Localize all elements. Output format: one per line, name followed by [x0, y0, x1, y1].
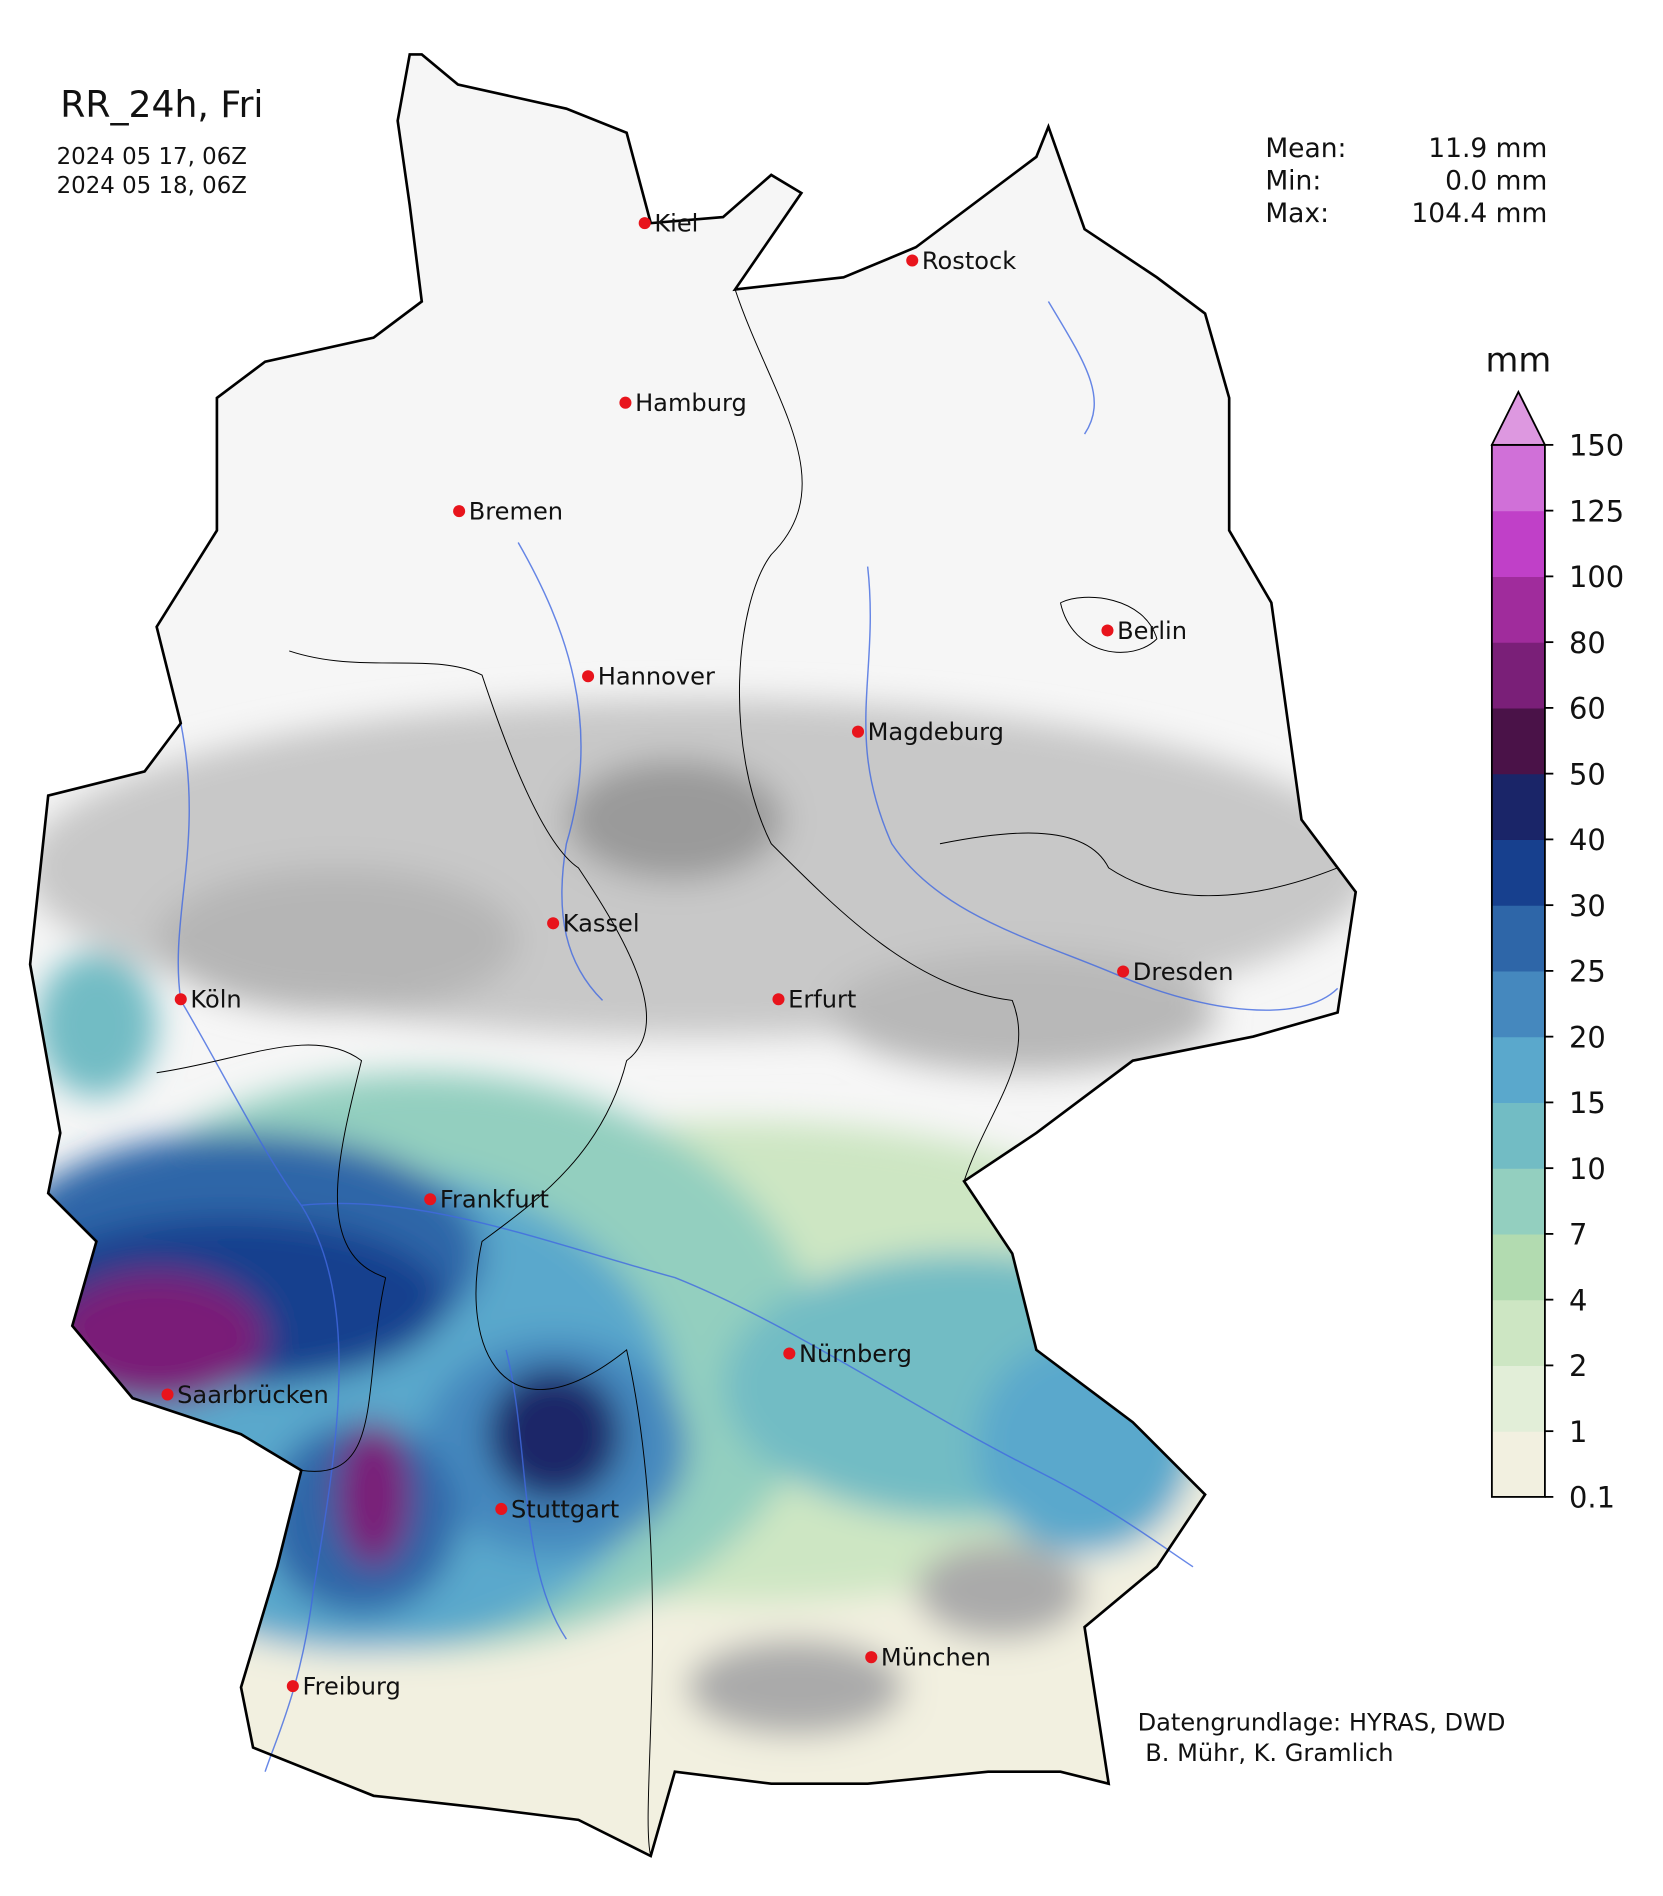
city-dot: [851, 725, 865, 738]
colorbar-segment: [1491, 707, 1545, 775]
city-dot: [865, 1651, 878, 1664]
colorbar-tick-label: 10: [1569, 1152, 1606, 1186]
colorbar-segment: [1491, 839, 1545, 906]
map-title: RR_24h, Fri: [60, 83, 263, 126]
colorbar-segment: [1491, 444, 1545, 512]
start-time: 2024 05 17, 06Z: [57, 144, 247, 170]
colorbar-tick-label: 25: [1569, 955, 1606, 989]
colorbar-segment: [1491, 576, 1545, 643]
stat-label: Min:: [1265, 165, 1321, 196]
colorbar-tick-label: 4: [1569, 1284, 1587, 1318]
colorbar-tick-label: 80: [1569, 626, 1606, 660]
credit: Datengrundlage: HYRAS, DWD: [1138, 1709, 1506, 1737]
country-border: [28, 53, 1358, 1858]
colorbar-segment: [1491, 510, 1545, 577]
stat-value: 104.4 mm: [1411, 198, 1547, 229]
city-dot: [772, 993, 785, 1006]
colorbar-tick-label: 20: [1569, 1020, 1606, 1054]
city-dot: [286, 1680, 299, 1693]
city-label: Saarbrücken: [177, 1381, 329, 1409]
stats: Mean: 11.9 mm Min: 0.0 mm Max: 104.4 mm: [1265, 133, 1547, 229]
colorbar-tick-label: 125: [1569, 494, 1624, 528]
city-label: Berlin: [1117, 617, 1187, 645]
state-borders: [156, 289, 1338, 1857]
city-label: Kassel: [563, 910, 640, 938]
credit: B. Mühr, K. Gramlich: [1138, 1739, 1394, 1767]
colorbar-tick-label: 0.1: [1569, 1481, 1615, 1515]
stat-label: Mean:: [1265, 133, 1346, 164]
colorbar-tick-label: 2: [1569, 1349, 1587, 1383]
colorbar-tick-label: 50: [1569, 757, 1606, 791]
city-label: Hannover: [598, 663, 715, 691]
city-dot: [174, 993, 187, 1006]
colorbar-segment: [1491, 905, 1545, 972]
colorbar-tick-label: 30: [1569, 889, 1606, 923]
city-label: Bremen: [469, 498, 563, 526]
colorbar-segment: [1491, 970, 1545, 1038]
stat-value: 0.0 mm: [1445, 165, 1547, 196]
colorbar-tick-label: 40: [1569, 823, 1606, 857]
city-label: Erfurt: [788, 986, 856, 1014]
stat-label: Max:: [1265, 198, 1329, 229]
colorbar-segment: [1491, 1168, 1545, 1235]
city-dot: [161, 1388, 174, 1401]
city-label: Freiburg: [302, 1673, 400, 1701]
city-label: Stuttgart: [511, 1495, 619, 1523]
stat-value: 11.9 mm: [1428, 133, 1547, 164]
colorbar-segment: [1491, 1431, 1545, 1498]
city-label: Dresden: [1133, 958, 1234, 986]
colorbar-segment: [1491, 642, 1545, 709]
city-dot: [783, 1347, 796, 1360]
city-dot: [453, 505, 466, 518]
colorbar-segment: [1491, 1102, 1545, 1169]
city-dot: [638, 217, 651, 230]
colorbar-unit: mm: [1486, 340, 1552, 379]
end-time: 2024 05 18, 06Z: [57, 173, 247, 199]
city-label: München: [881, 1644, 991, 1672]
colorbar-segment: [1491, 1036, 1545, 1104]
city-label: Nürnberg: [799, 1340, 912, 1368]
city-label: Frankfurt: [440, 1186, 549, 1214]
city-dot: [619, 396, 632, 409]
colorbar-tick-label: 15: [1569, 1086, 1606, 1120]
city-dot: [1101, 624, 1114, 637]
colorbar-tick-label: 1: [1569, 1415, 1587, 1449]
city-dot: [1117, 965, 1130, 978]
city-label: Magdeburg: [868, 718, 1004, 746]
city-dot: [582, 670, 595, 683]
city-label: Kiel: [654, 210, 698, 238]
colorbar-tick-label: 60: [1569, 692, 1606, 726]
city-dot: [424, 1193, 437, 1206]
city-label: Hamburg: [635, 389, 747, 417]
cities: Kiel Rostock Hamburg Bremen Berlin Hannover Ma…: [161, 210, 1233, 1701]
colorbar-segment: [1491, 773, 1545, 840]
colorbar-tick-label: 7: [1569, 1218, 1587, 1252]
colorbar-segment: [1491, 1233, 1545, 1301]
rivers: [177, 301, 1339, 1772]
colorbar-tick-label: 100: [1569, 560, 1624, 594]
colorbar-segment: [1491, 1299, 1545, 1367]
city-label: Rostock: [922, 247, 1016, 275]
colorbar-segment: [1491, 1365, 1545, 1432]
city-label: Köln: [190, 986, 241, 1014]
city-dot: [906, 254, 919, 267]
colorbar-extend: [1490, 389, 1547, 446]
colorbar: mm 0.1 1 2 4 7 10 15 20 25 30 40 50 60 80 100 125 150: [1486, 340, 1625, 1514]
city-dot: [547, 917, 560, 930]
colorbar-tick-label: 150: [1569, 429, 1624, 463]
city-dot: [495, 1502, 508, 1515]
